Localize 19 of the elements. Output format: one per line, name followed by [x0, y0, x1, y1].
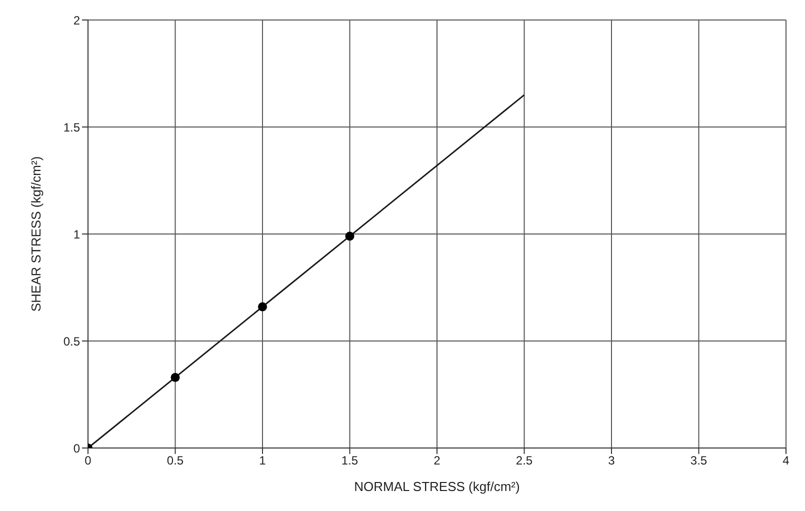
y-tick-label: 1 [73, 227, 80, 242]
x-tick-label: 4 [782, 454, 790, 468]
x-tick-label: 2 [434, 454, 441, 468]
x-tick-label: 0.5 [166, 454, 184, 468]
y-tick-label: 1.5 [63, 120, 80, 134]
point [258, 302, 268, 312]
x-tick-label: 2.5 [516, 454, 533, 468]
x-tick-label: 3 [608, 454, 616, 468]
x-tick-label: 1.5 [341, 454, 358, 468]
x-tick-label: 3.5 [690, 454, 708, 468]
point [345, 232, 354, 241]
x-axis-title: NORMAL STRESS (kgf/cm²) [354, 479, 520, 494]
y-tick-label: 0 [73, 441, 80, 456]
y-tick-label: 2 [73, 13, 80, 28]
y-tick-label: 0.5 [63, 334, 80, 348]
x-tick-label: 0 [84, 454, 92, 468]
y-axis-title: SHEAR STRESS (kgf/cm²) [28, 156, 44, 312]
x-tick-label: 1 [259, 454, 266, 468]
point [170, 372, 180, 382]
